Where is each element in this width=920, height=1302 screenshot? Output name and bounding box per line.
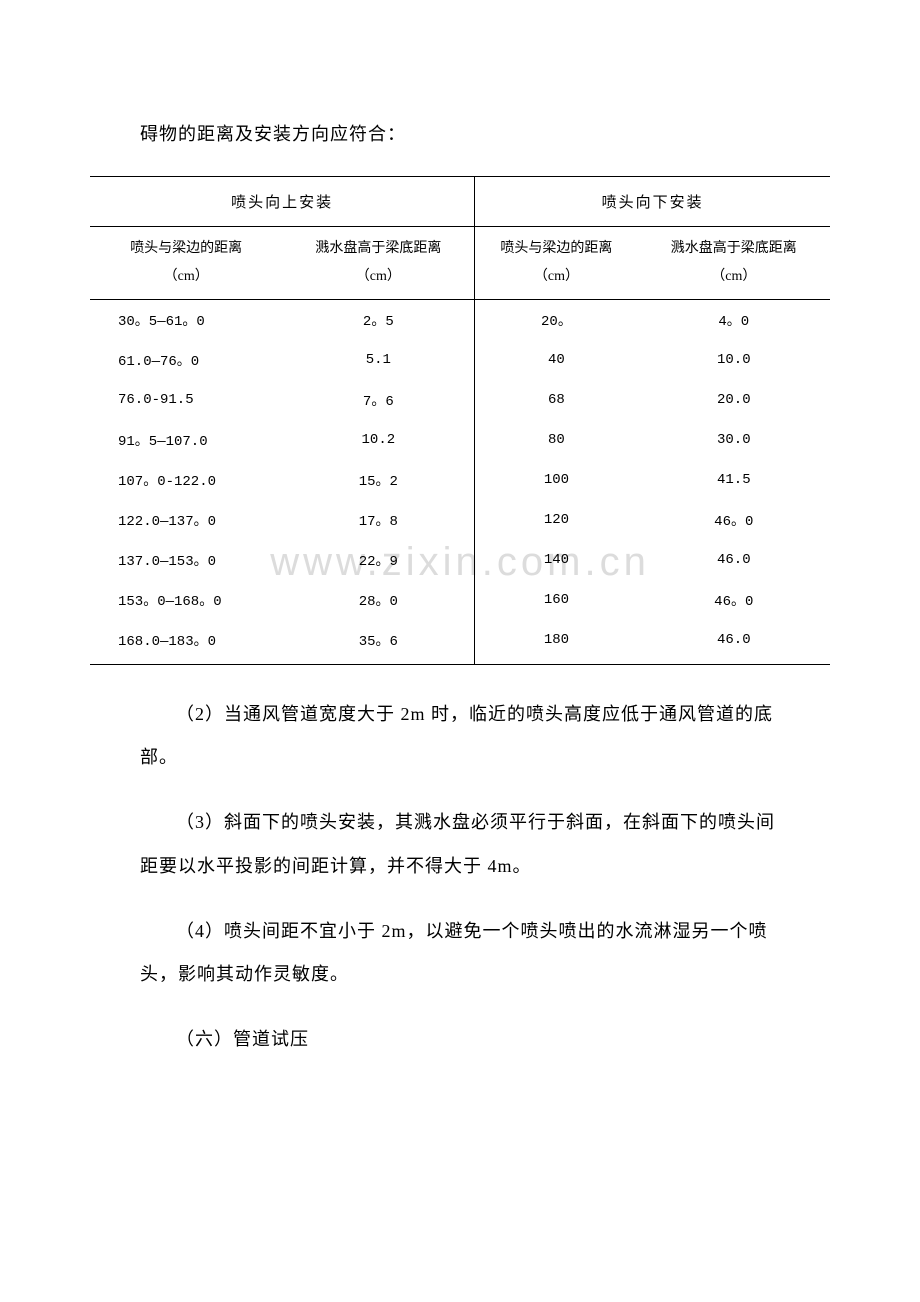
table-cell: 168.0—183。0: [90, 620, 282, 665]
header-col3: 喷头与梁边的距离 （cm）: [475, 227, 638, 300]
header-col1-line1: 喷头与梁边的距离: [130, 241, 242, 256]
table-cell: 61.0—76。0: [90, 340, 282, 380]
table-cell: 122.0—137。0: [90, 500, 282, 540]
table-cell: 160: [475, 580, 638, 620]
header-col3-line1: 喷头与梁边的距离: [500, 241, 612, 256]
paragraph-4: （4）喷头间距不宜小于 2m，以避免一个喷头喷出的水流淋湿另一个喷头，影响其动作…: [90, 910, 830, 996]
table-cell: 107。0-122.0: [90, 460, 282, 500]
header-down-install: 喷头向下安装: [475, 177, 830, 227]
table-cell: 10.0: [638, 340, 830, 380]
table-container: 喷头向上安装 喷头向下安装 喷头与梁边的距离 （cm） 溅水盘高于梁底距离 （c…: [90, 176, 830, 665]
table-cell: 30.0: [638, 420, 830, 460]
table-cell: 100: [475, 460, 638, 500]
table-row: 30。5—61。02。520。4。0: [90, 300, 830, 341]
table-cell: 10.2: [282, 420, 474, 460]
table-cell: 153。0—168。0: [90, 580, 282, 620]
table-cell: 22。9: [282, 540, 474, 580]
table-cell: 20.0: [638, 380, 830, 420]
table-cell: 180: [475, 620, 638, 665]
installation-table: 喷头向上安装 喷头向下安装 喷头与梁边的距离 （cm） 溅水盘高于梁底距离 （c…: [90, 176, 830, 665]
table-row: 168.0—183。035。618046.0: [90, 620, 830, 665]
header-col1: 喷头与梁边的距离 （cm）: [90, 227, 282, 300]
table-cell: 91。5—107.0: [90, 420, 282, 460]
table-cell: 2。5: [282, 300, 474, 341]
table-cell: 80: [475, 420, 638, 460]
table-cell: 35。6: [282, 620, 474, 665]
table-cell: 28。0: [282, 580, 474, 620]
table-cell: 20。: [475, 300, 638, 341]
header-col2-line2: （cm）: [356, 269, 401, 284]
paragraph-3: （3）斜面下的喷头安装，其溅水盘必须平行于斜面，在斜面下的喷头间距要以水平投影的…: [90, 801, 830, 887]
table-row: 107。0-122.015。210041.5: [90, 460, 830, 500]
intro-text: 碍物的距离及安装方向应符合：: [140, 120, 830, 146]
table-cell: 46.0: [638, 620, 830, 665]
header-col1-line2: （cm）: [164, 269, 209, 284]
table-cell: 41.5: [638, 460, 830, 500]
table-cell: 7。6: [282, 380, 474, 420]
table-header-row-1: 喷头向上安装 喷头向下安装: [90, 177, 830, 227]
header-up-install: 喷头向上安装: [90, 177, 475, 227]
page-content: 碍物的距离及安装方向应符合： 喷头向上安装 喷头向下安装 喷头与梁边的距离 （c…: [0, 0, 920, 1121]
table-body: 30。5—61。02。520。4。061.0—76。05.14010.076.0…: [90, 300, 830, 665]
table-cell: 68: [475, 380, 638, 420]
table-cell: 140: [475, 540, 638, 580]
table-cell: 17。8: [282, 500, 474, 540]
table-cell: 137.0—153。0: [90, 540, 282, 580]
header-col2-line1: 溅水盘高于梁底距离: [315, 241, 441, 256]
table-cell: 46。0: [638, 500, 830, 540]
table-cell: 46。0: [638, 580, 830, 620]
table-header-row-2: 喷头与梁边的距离 （cm） 溅水盘高于梁底距离 （cm） 喷头与梁边的距离 （c…: [90, 227, 830, 300]
table-cell: 5.1: [282, 340, 474, 380]
table-row: 91。5—107.010.28030.0: [90, 420, 830, 460]
table-cell: 15。2: [282, 460, 474, 500]
header-col4-line1: 溅水盘高于梁底距离: [671, 241, 797, 256]
header-col4-line2: （cm）: [711, 269, 756, 284]
table-cell: 40: [475, 340, 638, 380]
table-cell: 76.0-91.5: [90, 380, 282, 420]
table-cell: 120: [475, 500, 638, 540]
header-col3-line2: （cm）: [534, 269, 579, 284]
table-row: 61.0—76。05.14010.0: [90, 340, 830, 380]
table-cell: 30。5—61。0: [90, 300, 282, 341]
table-cell: 4。0: [638, 300, 830, 341]
paragraph-2: （2）当通风管道宽度大于 2m 时，临近的喷头高度应低于通风管道的底部。: [90, 693, 830, 779]
header-col4: 溅水盘高于梁底距离 （cm）: [638, 227, 830, 300]
header-col2: 溅水盘高于梁底距离 （cm）: [282, 227, 474, 300]
table-row: 76.0-91.57。66820.0: [90, 380, 830, 420]
table-row: 137.0—153。022。914046.0: [90, 540, 830, 580]
table-row: 153。0—168。028。016046。0: [90, 580, 830, 620]
table-row: 122.0—137。017。812046。0: [90, 500, 830, 540]
section-title-6: （六）管道试压: [90, 1018, 830, 1061]
table-cell: 46.0: [638, 540, 830, 580]
